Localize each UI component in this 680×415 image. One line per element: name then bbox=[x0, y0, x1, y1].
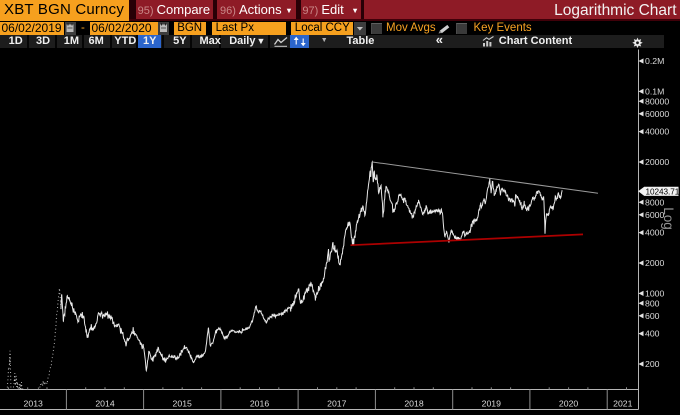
svg-text:400: 400 bbox=[645, 329, 660, 339]
svg-text:1000: 1000 bbox=[645, 289, 664, 299]
svg-text:600: 600 bbox=[645, 311, 660, 321]
svg-text:20000: 20000 bbox=[645, 157, 669, 167]
svg-text:60000: 60000 bbox=[645, 109, 669, 119]
svg-text:0.2M: 0.2M bbox=[645, 56, 664, 66]
svg-text:40000: 40000 bbox=[645, 127, 669, 137]
svg-text:10243.71: 10243.71 bbox=[646, 187, 680, 196]
svg-text:80000: 80000 bbox=[645, 96, 669, 106]
svg-text:200: 200 bbox=[645, 359, 660, 369]
svg-text:6000: 6000 bbox=[645, 210, 664, 220]
svg-text:2021: 2021 bbox=[613, 399, 632, 409]
svg-text:2017: 2017 bbox=[327, 399, 346, 409]
svg-text:8000: 8000 bbox=[645, 197, 664, 207]
svg-text:2000: 2000 bbox=[645, 258, 664, 268]
svg-text:2016: 2016 bbox=[250, 399, 269, 409]
svg-text:800: 800 bbox=[645, 298, 660, 308]
svg-text:4000: 4000 bbox=[645, 228, 664, 238]
svg-text:2018: 2018 bbox=[404, 399, 423, 409]
svg-text:2015: 2015 bbox=[173, 399, 192, 409]
svg-text:2019: 2019 bbox=[482, 399, 501, 409]
svg-text:2013: 2013 bbox=[24, 399, 43, 409]
svg-text:2014: 2014 bbox=[95, 399, 114, 409]
svg-text:2020: 2020 bbox=[559, 399, 578, 409]
svg-text:Log: Log bbox=[661, 207, 676, 230]
svg-text:0.1M: 0.1M bbox=[645, 87, 664, 97]
